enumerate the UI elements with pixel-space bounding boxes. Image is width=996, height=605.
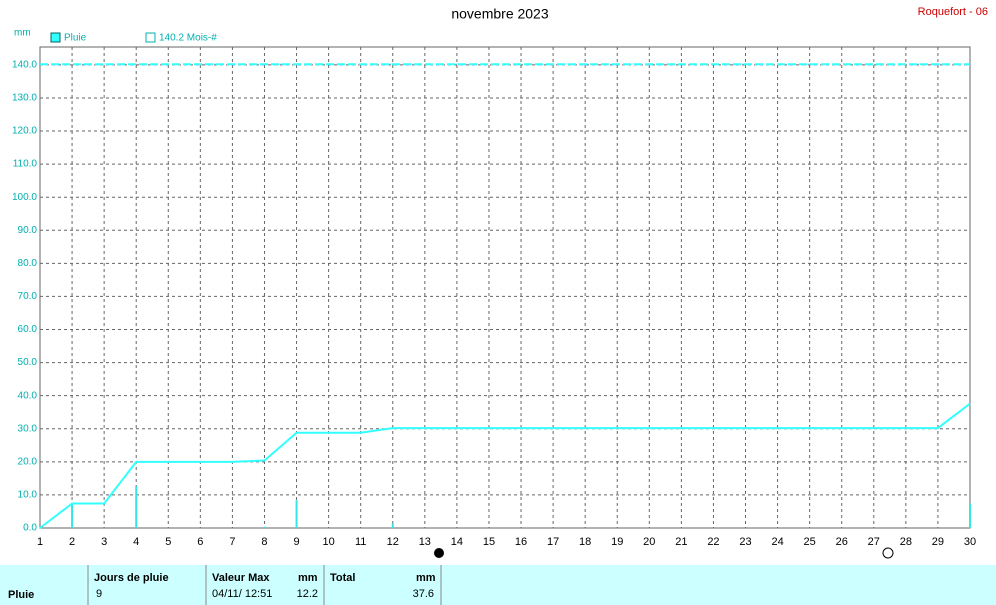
y-tick-label: 120.0 [12, 126, 37, 137]
x-tick-label: 15 [483, 536, 495, 548]
y-axis-label: mm [14, 28, 31, 39]
x-tick-label: 26 [836, 536, 848, 548]
x-tick-label: 1 [37, 536, 43, 548]
x-tick-label: 6 [197, 536, 203, 548]
y-tick-label: 30.0 [18, 423, 38, 434]
legend-swatch [145, 32, 156, 43]
x-tick-label: 3 [101, 536, 107, 548]
x-tick-label: 5 [165, 536, 171, 548]
x-tick-label: 25 [804, 536, 816, 548]
x-tick-label: 16 [515, 536, 527, 548]
x-tick-label: 29 [932, 536, 944, 548]
x-tick-label: 11 [355, 536, 366, 548]
x-tick-label: 19 [611, 536, 623, 548]
moon-phase [434, 548, 444, 558]
x-tick-label: 30 [964, 536, 976, 548]
table-cell: 04/11/ 12:51 [212, 588, 272, 600]
table-cell: 9 [96, 588, 102, 600]
x-tick-label: 23 [739, 536, 751, 548]
table-header: Valeur Max [212, 572, 270, 584]
y-tick-label: 70.0 [18, 291, 38, 302]
x-tick-label: 28 [900, 536, 912, 548]
x-tick-label: 22 [707, 536, 719, 548]
moon-phase [882, 547, 894, 559]
y-tick-label: 20.0 [18, 456, 38, 467]
x-tick-label: 2 [69, 536, 75, 548]
location: Roquefort - 06 [918, 6, 988, 18]
chart-title: novembre 2023 [451, 6, 549, 22]
x-tick-label: 24 [771, 536, 783, 548]
plot: 0.0 10.0 20.0 30.0 40.0 50.0 60.0 70.0 80.0 90.0 1… [12, 46, 976, 548]
table-row-label: Pluie [8, 589, 34, 601]
y-tick-label: 10.0 [18, 490, 38, 501]
y-tick-label: 80.0 [18, 258, 38, 269]
table-cell: 12.2 [297, 588, 318, 600]
y-tick-label: 40.0 [18, 390, 38, 401]
x-tick-label: 21 [675, 536, 687, 548]
table-header: Total [330, 572, 355, 584]
cumulative-line [39, 402, 971, 529]
x-tick-label: 14 [451, 536, 463, 548]
x-tick-label: 13 [419, 536, 431, 548]
table-header: Jours de pluie [94, 572, 169, 584]
legend-label: Pluie [64, 33, 87, 44]
y-tick-label: 110.0 [13, 159, 38, 170]
y-tick-label: 60.0 [18, 324, 38, 335]
y-tick-label: 140.0 [12, 60, 37, 71]
x-tick-label: 27 [868, 536, 880, 548]
legend-label: 140.2 Mois-# [159, 33, 217, 44]
y-tick-label: 130.0 [12, 93, 37, 104]
y-tick-label: 100.0 [12, 192, 37, 203]
table-header: mm [416, 572, 436, 584]
x-tick-label: 9 [293, 536, 299, 548]
summary-table: Pluie Jours de pluie Valeur Max mm Total… [0, 565, 996, 605]
y-tick-label: 0.0 [23, 523, 37, 534]
y-tick-label: 90.0 [18, 225, 38, 236]
x-tick-label: 8 [261, 536, 267, 548]
x-tick-label: 18 [579, 536, 591, 548]
legend-swatch [50, 32, 61, 43]
x-tick-label: 17 [547, 536, 559, 548]
table-cell: 37.6 [413, 588, 434, 600]
table-bg [0, 565, 996, 605]
y-tick-label: 50.0 [18, 357, 38, 368]
x-tick-label: 12 [387, 536, 399, 548]
x-tick-label: 10 [322, 536, 334, 548]
plot-frame [39, 46, 971, 529]
x-tick-label: 20 [643, 536, 655, 548]
x-tick-label: 4 [133, 536, 139, 548]
x-tick-label: 7 [229, 536, 235, 548]
table-header: mm [298, 572, 318, 584]
